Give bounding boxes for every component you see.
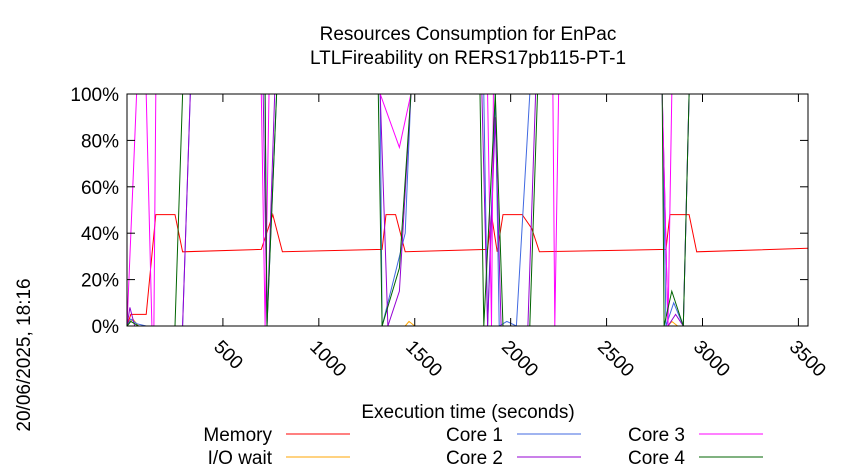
y-tick-label: 80% (81, 131, 119, 152)
legend-label: Core 1 (446, 425, 503, 446)
x-tick-label: 2000 (497, 337, 542, 382)
series-line-core-2 (127, 94, 808, 326)
y-tick-label: 60% (81, 178, 119, 199)
x-tick-label: 2500 (593, 337, 638, 382)
series-line-memory (127, 212, 808, 326)
series-line-core-1 (127, 94, 808, 326)
y-tick-label: 0% (92, 317, 120, 338)
side-timestamp: 20/06/2025, 18:16 (14, 278, 35, 431)
legend-label: Core 2 (446, 448, 503, 469)
x-axis-label: Execution time (seconds) (361, 402, 574, 423)
legend-label: Memory (203, 425, 272, 446)
x-tick-label: 500 (209, 337, 246, 374)
x-tick-label: 1500 (401, 337, 446, 382)
x-tick-label: 1000 (305, 337, 350, 382)
chart-title: Resources Consumption for EnPac (320, 24, 617, 45)
y-tick-label: 100% (70, 85, 119, 106)
plot-area: 0% 20% 40% 60% 80% 100% 500 1000 1500 2000 2500 300… (70, 85, 829, 381)
legend-label: Core 4 (628, 448, 685, 469)
legend-label: Core 3 (628, 425, 685, 446)
x-tick-label: 3500 (785, 337, 830, 382)
chart-subtitle: LTLFireability on RERS17pb115-PT-1 (310, 48, 626, 69)
y-tick-label: 40% (81, 224, 119, 245)
legend-label: I/O wait (208, 448, 273, 469)
series-line-i-o-wait (127, 318, 808, 326)
plot-frame (126, 93, 809, 327)
series-line-core-4 (127, 94, 808, 326)
x-tick-label: 3000 (689, 337, 734, 382)
y-tick-label: 20% (81, 271, 119, 292)
series-line-core-3 (127, 94, 808, 326)
